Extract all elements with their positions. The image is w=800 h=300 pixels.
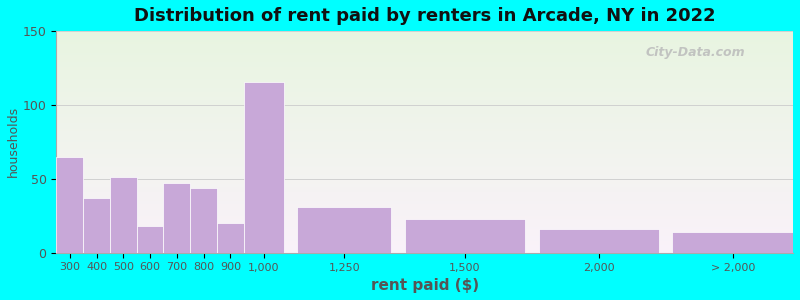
Bar [298, 207, 391, 253]
Bar [137, 226, 163, 253]
Bar [405, 219, 525, 253]
Bar [673, 232, 793, 253]
Bar [110, 177, 137, 253]
Bar [190, 188, 217, 253]
Text: City-Data.com: City-Data.com [646, 46, 746, 59]
Bar [538, 229, 659, 253]
Bar [83, 198, 110, 253]
Bar [56, 157, 83, 253]
Y-axis label: households: households [7, 106, 20, 177]
X-axis label: rent paid ($): rent paid ($) [370, 278, 478, 293]
Bar [163, 183, 190, 253]
Bar [217, 223, 244, 253]
Bar [244, 82, 284, 253]
Title: Distribution of rent paid by renters in Arcade, NY in 2022: Distribution of rent paid by renters in … [134, 7, 715, 25]
